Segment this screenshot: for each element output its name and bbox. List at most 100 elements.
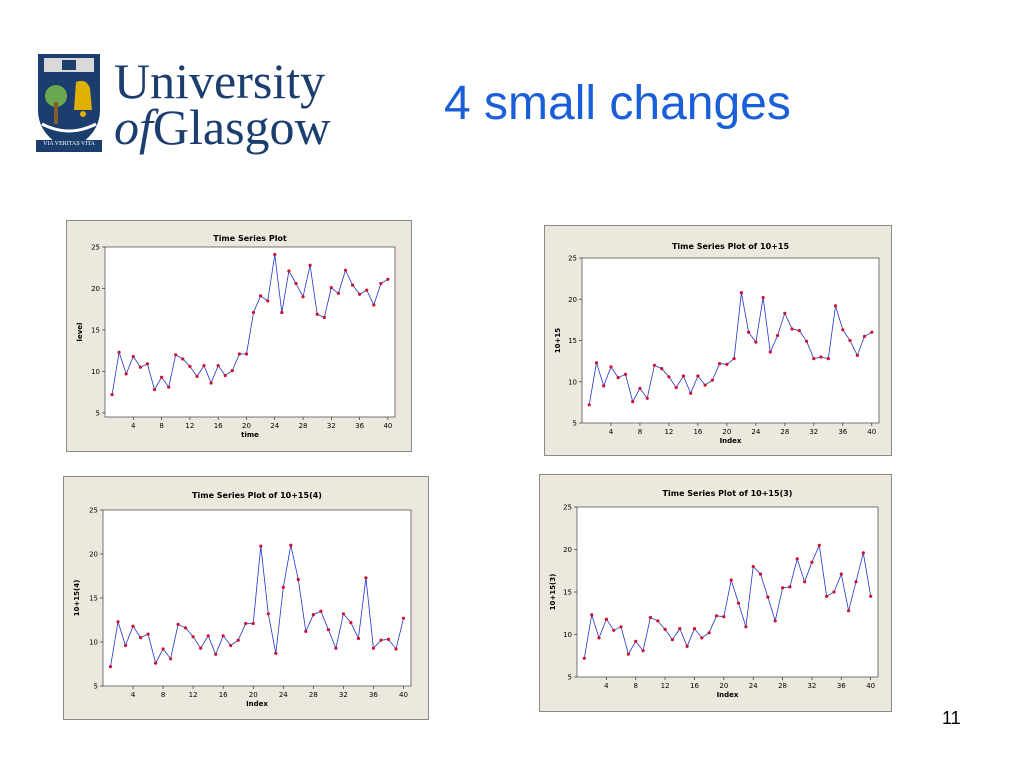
data-point [341, 612, 345, 616]
y-tick-label: 25 [568, 255, 577, 263]
data-point [710, 378, 714, 382]
x-tick-label: 16 [693, 428, 702, 436]
x-tick-label: 20 [249, 691, 258, 699]
x-tick-label: 24 [270, 422, 279, 430]
x-tick-label: 12 [185, 422, 194, 430]
data-point [181, 357, 185, 361]
x-tick-label: 20 [242, 422, 251, 430]
data-point [732, 357, 736, 361]
data-point [790, 327, 794, 331]
x-tick-label: 12 [664, 428, 673, 436]
data-point [401, 616, 406, 620]
x-tick-label: 8 [161, 691, 165, 699]
plot-area [102, 509, 412, 687]
y-tick-label: 25 [91, 244, 100, 252]
y-tick-label: 5 [96, 409, 100, 417]
series-line [588, 292, 872, 405]
data-point [736, 601, 741, 605]
data-point [131, 624, 135, 628]
x-tick-label: 16 [219, 691, 228, 699]
data-point [221, 634, 225, 638]
data-point [582, 656, 586, 660]
x-tick-label: 36 [838, 428, 847, 436]
data-point [729, 578, 733, 582]
data-point [773, 619, 777, 623]
x-tick-label: 16 [690, 682, 699, 690]
plot-area [581, 257, 880, 424]
data-point [594, 361, 599, 365]
data-point [334, 646, 338, 650]
x-tick-label: 16 [214, 422, 223, 430]
logo-text-of: of [114, 99, 153, 155]
x-tick-label: 28 [780, 428, 789, 436]
data-point [747, 330, 751, 334]
data-point [692, 627, 697, 631]
data-point [191, 635, 195, 639]
data-point [356, 636, 360, 641]
data-point [839, 572, 843, 576]
data-point [301, 295, 305, 299]
data-point [311, 613, 315, 617]
y-axis-label: 10+15(4) [73, 580, 81, 617]
data-point [612, 628, 616, 632]
x-tick-label: 32 [339, 691, 348, 699]
data-point [674, 385, 678, 390]
data-point [358, 292, 362, 296]
slide-title: 4 small changes [444, 77, 791, 130]
data-point [663, 627, 667, 631]
data-point [364, 576, 368, 580]
series-line [583, 543, 872, 659]
data-point [788, 585, 792, 589]
data-point [167, 385, 171, 389]
logo-text-of-glasgow: ofGlasgow [114, 102, 331, 152]
data-point [110, 393, 114, 397]
data-point [848, 338, 852, 343]
data-point [609, 365, 613, 369]
data-point [319, 609, 323, 613]
x-tick-label: 36 [837, 682, 846, 690]
data-point [146, 632, 150, 636]
x-axis-label: Index [720, 437, 742, 445]
data-point [623, 372, 628, 376]
data-point [761, 296, 765, 300]
data-point [783, 311, 787, 315]
chart-4-svg: Time Series Plot of 10+15(3) 5 10 15 20 25 4 8 1… [549, 489, 879, 699]
x-axis-label: time [241, 431, 259, 439]
y-axis-label: 10+15(3) [549, 574, 557, 611]
x-tick-label: 32 [807, 682, 816, 690]
data-point [819, 355, 823, 359]
data-point [131, 354, 135, 359]
data-point [230, 369, 234, 373]
data-point [379, 281, 383, 286]
data-point [718, 362, 722, 366]
data-point [744, 625, 748, 629]
y-tick-label: 5 [94, 683, 98, 691]
y-tick-label: 25 [89, 507, 98, 515]
logo-text-university: University [114, 53, 326, 109]
data-point [597, 636, 601, 640]
data-point [336, 291, 340, 295]
data-point [365, 288, 369, 292]
data-point [184, 626, 188, 630]
data-point [619, 625, 623, 629]
chart-3-svg: Time Series Plot of 10+15(4) 5 10 15 20 25 4 8 1… [73, 491, 412, 708]
data-point [631, 400, 635, 404]
data-point [805, 339, 809, 343]
chart-panel-4: Time Series Plot of 10+15(3) 5 10 15 20 25 4 8 1… [539, 474, 892, 712]
data-point [590, 613, 594, 617]
data-point [251, 310, 256, 315]
data-point [766, 595, 770, 599]
x-tick-label: 20 [722, 428, 731, 436]
x-tick-label: 40 [866, 682, 875, 690]
data-point [645, 396, 649, 400]
data-point [604, 617, 608, 621]
data-point [670, 638, 674, 642]
data-point [108, 665, 113, 669]
data-point [394, 647, 398, 651]
data-point [641, 649, 645, 653]
data-point [861, 551, 865, 555]
data-point [251, 621, 255, 626]
data-point [169, 657, 173, 661]
x-tick-label: 40 [399, 691, 408, 699]
y-tick-label: 10 [89, 639, 98, 647]
